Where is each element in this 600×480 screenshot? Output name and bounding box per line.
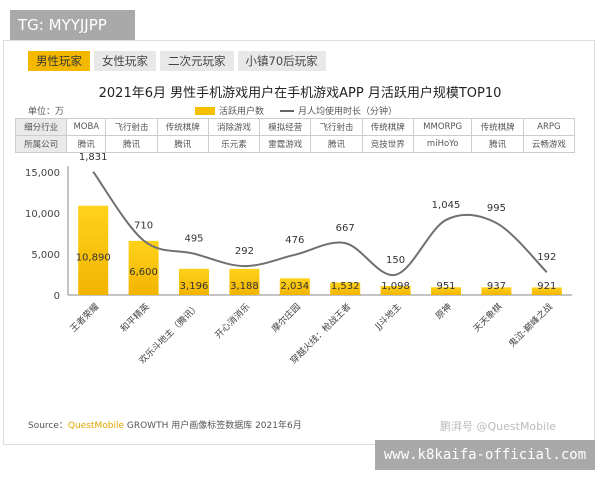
legend-line-label: 月人均使用时长（分钟） xyxy=(298,107,398,117)
line-value-label: 150 xyxy=(386,255,405,266)
industry-cell: 飞行射击 xyxy=(105,118,158,136)
bar-value-label: 937 xyxy=(487,281,506,292)
legend-line-swatch xyxy=(280,109,295,112)
y-tick-label: 5,000 xyxy=(31,250,60,261)
legend-bar-swatch xyxy=(195,106,215,115)
bar-value-label: 1,098 xyxy=(381,281,410,292)
company-cell: 腾讯 xyxy=(105,135,158,153)
bar xyxy=(531,287,562,295)
y-tick-label: 0 xyxy=(54,291,60,302)
line-value-label: 495 xyxy=(184,234,203,245)
bar xyxy=(179,268,209,295)
company-cell: 竞技世界 xyxy=(361,135,414,153)
category-label: 天天象棋 xyxy=(471,301,505,335)
y-tick-label: 15,000 xyxy=(25,168,60,179)
source-rest: GROWTH 用户画像标签数据库 2021年6月 xyxy=(126,421,302,431)
source-prefix: Source： xyxy=(28,421,68,431)
bar-value-label: 951 xyxy=(436,281,455,292)
duration-line xyxy=(92,171,548,276)
bar-value-label: 921 xyxy=(537,281,556,292)
line-value-label: 476 xyxy=(285,235,304,246)
bar xyxy=(128,240,159,295)
line-value-label: 192 xyxy=(537,252,556,263)
bar-value-label: 2,034 xyxy=(280,281,309,292)
company-cell: 腾讯 xyxy=(310,135,363,153)
info-table: 细分行业 MOBA 飞行射击 传统棋牌 消除游戏 模拟经营 飞行射击 传统棋牌 MMORPG 传统… xyxy=(14,118,576,153)
row-header-industry: 细分行业 xyxy=(14,118,68,136)
tab-female[interactable]: 女性玩家 xyxy=(94,51,156,71)
category-label: 王者荣耀 xyxy=(67,301,101,335)
footer-mark: 鹏湃号 @QuestMobile xyxy=(440,420,557,433)
bar xyxy=(78,205,109,295)
watermark-top: TG: MYYJJPP xyxy=(10,10,135,40)
chart-card xyxy=(3,40,595,445)
line-value-label: 995 xyxy=(487,203,506,214)
category-label: JJ斗地主 xyxy=(372,301,404,333)
category-label: 鬼泣-巅峰之战 xyxy=(506,301,555,350)
category-label: 和平精英 xyxy=(118,301,152,335)
category-label: 原神 xyxy=(433,301,454,322)
legend-bar-label: 活跃用户数 xyxy=(219,107,265,117)
line-value-label: 667 xyxy=(336,223,355,234)
bar-value-label: 1,532 xyxy=(331,281,360,292)
tab-acg[interactable]: 二次元玩家 xyxy=(160,51,234,71)
line-value-label: 710 xyxy=(134,220,153,231)
bar-value-label: 6,600 xyxy=(129,267,158,278)
chart: 0 5,000 10,000 15,000 10,890 王者荣耀 6,600 和平精英 3,1… xyxy=(25,152,572,366)
company-cell: 云畅游戏 xyxy=(522,135,576,153)
unit-label: 单位：万 xyxy=(28,107,65,117)
line-value-label: 1,045 xyxy=(432,200,461,211)
bar xyxy=(481,287,512,295)
chart-title: 2021年6月 男性手机游戏用户在手机游戏APP 月活跃用户规模TOP10 xyxy=(98,86,502,101)
bar xyxy=(380,285,411,295)
company-cell: 乐元素 xyxy=(207,135,261,153)
tab-male[interactable]: 男性玩家 xyxy=(28,51,90,71)
category-label: 摩尔庄园 xyxy=(269,301,303,335)
bar-value-label: 3,188 xyxy=(230,281,259,292)
line-value-label: 1,831 xyxy=(79,152,108,163)
bar xyxy=(431,287,461,295)
bar xyxy=(279,278,310,295)
bar xyxy=(229,268,260,295)
bar-value-label: 10,890 xyxy=(76,253,111,264)
tab-town70[interactable]: 小镇70后玩家 xyxy=(237,51,326,71)
line-value-label: 292 xyxy=(235,246,254,257)
watermark-bottom: www.k8kaifa-official.com xyxy=(375,440,595,470)
category-label: 开心消消乐 xyxy=(212,301,252,341)
tabs: 男性玩家 女性玩家 二次元玩家 小镇70后玩家 xyxy=(28,51,326,71)
source-note: Source：QuestMobile GROWTH 用户画像标签数据库 2021… xyxy=(28,418,302,431)
bar xyxy=(330,282,361,295)
row-header-company: 所属公司 xyxy=(14,135,68,153)
company-cell: 腾讯 xyxy=(156,135,209,153)
source-brand: QuestMobile xyxy=(67,421,124,431)
bar-value-label: 3,196 xyxy=(180,281,209,292)
legend: 活跃用户数 月人均使用时长（分钟） xyxy=(195,104,397,117)
y-tick-label: 10,000 xyxy=(25,209,60,220)
